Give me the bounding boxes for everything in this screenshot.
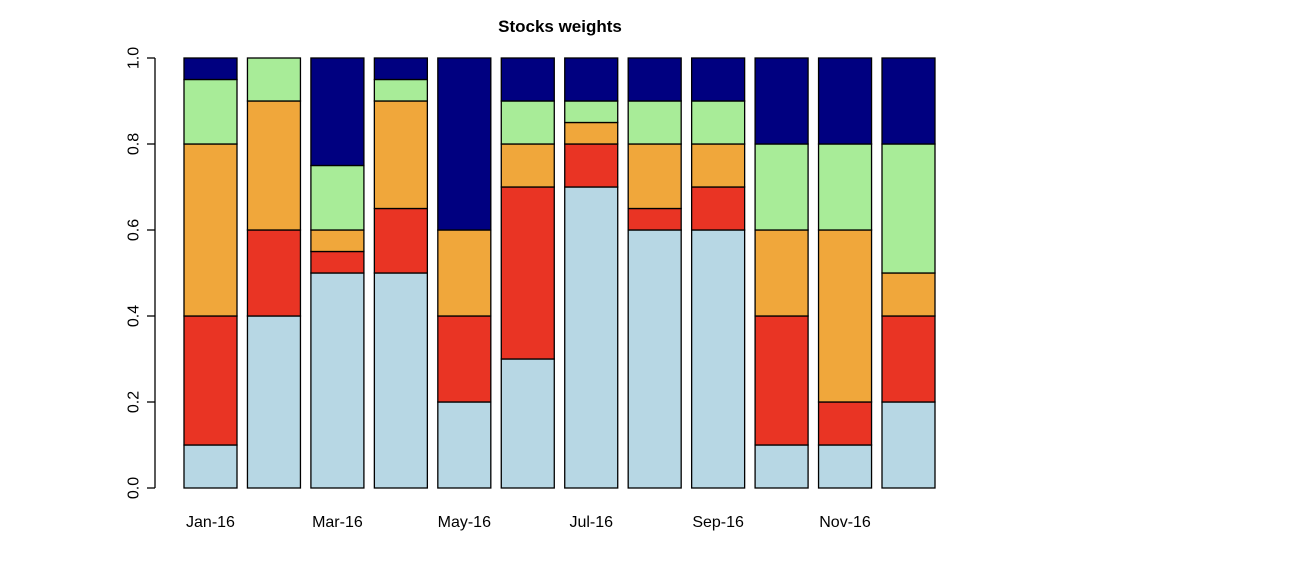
- bar-segment-Aug-16-series-3: [627, 143, 682, 210]
- bar-segment-Nov-16-series-5: [817, 57, 873, 145]
- bar-segment-Nov-16-series-1: [817, 444, 873, 489]
- bar-segment-Mar-16-series-1: [310, 272, 365, 489]
- bar-segment-Mar-16-series-2: [310, 250, 365, 274]
- bar-segment-Oct-16-series-3: [754, 229, 809, 317]
- bar-segment-Apr-16-series-3: [373, 100, 429, 210]
- bar-segment-Sep-16-series-2: [690, 186, 746, 231]
- bar-segment-Aug-16-series-4: [627, 100, 682, 145]
- bar-segment-Dec-16-series-3: [881, 272, 936, 317]
- bar-segment-Jul-16-series-2: [564, 143, 619, 188]
- bar-segment-Apr-16-series-5: [373, 57, 429, 81]
- bar-segment-Oct-16-series-4: [754, 143, 809, 231]
- x-tick-label: Sep-16: [692, 514, 744, 531]
- bar-segment-Jan-16-series-2: [183, 315, 238, 446]
- bar-segment-Nov-16-series-4: [817, 143, 873, 231]
- bar-segment-Dec-16-series-1: [881, 401, 936, 489]
- bar-segment-Feb-16-series-2: [246, 229, 302, 317]
- bar-segment-May-16-series-2: [437, 315, 492, 403]
- bar-segment-Nov-16-series-3: [817, 229, 873, 403]
- bar-segment-Dec-16-series-2: [881, 315, 936, 403]
- chart-title: Stocks weights: [498, 17, 622, 36]
- bar-segment-Sep-16-series-4: [690, 100, 746, 145]
- bar-segment-Oct-16-series-5: [754, 57, 809, 145]
- bar-segment-Jul-16-series-1: [564, 186, 619, 489]
- bar-segment-May-16-series-1: [437, 401, 492, 489]
- bar-segment-Aug-16-series-5: [627, 57, 682, 102]
- bar-segment-Feb-16-series-4: [246, 57, 302, 102]
- bar-segment-Mar-16-series-3: [310, 229, 365, 253]
- bar-segment-Nov-16-series-2: [817, 401, 873, 446]
- bar-segment-Jun-16-series-5: [500, 57, 555, 102]
- y-tick-label: 0.6: [126, 219, 143, 241]
- bar-segment-Jun-16-series-4: [500, 100, 555, 145]
- bar-segment-May-16-series-5: [437, 57, 492, 231]
- bar-segment-Sep-16-series-5: [690, 57, 746, 102]
- y-tick-label: 1.0: [126, 47, 143, 69]
- bar-segment-Sep-16-series-1: [690, 229, 746, 489]
- y-axis: 0.0 0.2 0.4 0.6 0.8 1.0: [126, 47, 156, 499]
- y-tick-label: 0.0: [126, 477, 143, 499]
- bar-segment-Jan-16-series-5: [183, 57, 238, 81]
- bar-segment-Jul-16-series-3: [564, 121, 619, 145]
- bar-segment-Apr-16-series-4: [373, 78, 429, 102]
- x-tick-label: Nov-16: [819, 514, 871, 531]
- bar-segment-Jan-16-series-4: [183, 78, 238, 145]
- bar-segment-Oct-16-series-2: [754, 315, 809, 446]
- bar-segment-Mar-16-series-5: [310, 57, 365, 167]
- bar-segment-Jan-16-series-3: [183, 143, 238, 317]
- bar-segment-Jul-16-series-4: [564, 100, 619, 124]
- bar-segment-Jun-16-series-2: [500, 186, 555, 360]
- bar-segment-Aug-16-series-1: [627, 229, 682, 489]
- bar-segment-Sep-16-series-3: [690, 143, 746, 188]
- bar-segment-Jun-16-series-1: [500, 358, 555, 489]
- bar-segment-Jun-16-series-3: [500, 143, 555, 188]
- bar-segment-Apr-16-series-1: [373, 272, 429, 489]
- x-tick-label: May-16: [438, 514, 491, 531]
- bar-segment-Jul-16-series-5: [564, 57, 619, 102]
- bar-segment-Aug-16-series-2: [627, 207, 682, 231]
- x-tick-label: Jul-16: [569, 514, 613, 531]
- bar-segment-Feb-16-series-1: [246, 315, 302, 489]
- y-tick-label: 0.4: [126, 305, 143, 327]
- y-tick-label: 0.8: [126, 133, 143, 155]
- y-tick-label: 0.2: [126, 391, 143, 413]
- bar-segment-Dec-16-series-5: [881, 57, 936, 145]
- bar-segment-Apr-16-series-2: [373, 207, 429, 274]
- x-tick-label: Jan-16: [186, 514, 235, 531]
- x-axis: Jan-16 Mar-16 May-16 Jul-16 Sep-16 Nov-16: [186, 514, 871, 531]
- bar-segment-Jan-16-series-1: [183, 444, 238, 489]
- bar-segment-Feb-16-series-3: [246, 100, 302, 231]
- bar-segment-Mar-16-series-4: [310, 164, 365, 231]
- bar-segment-May-16-series-3: [437, 229, 492, 317]
- bar-segment-Dec-16-series-4: [881, 143, 936, 274]
- bars-group: [183, 57, 936, 489]
- bar-segment-Oct-16-series-1: [754, 444, 809, 489]
- x-tick-label: Mar-16: [312, 514, 363, 531]
